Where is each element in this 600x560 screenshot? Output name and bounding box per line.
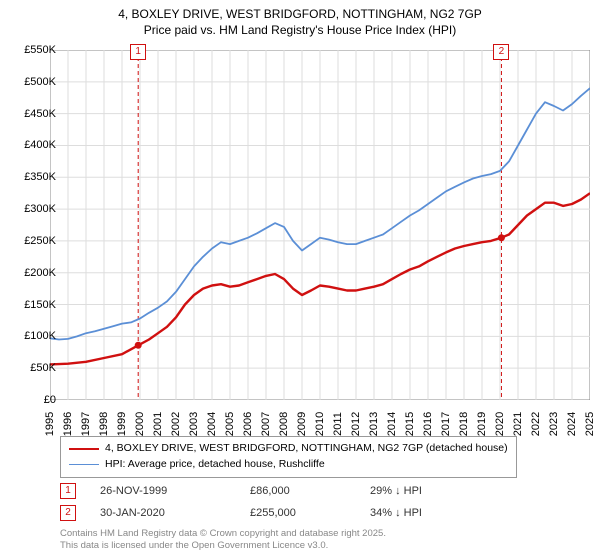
legend-swatch-price-paid	[69, 448, 99, 450]
footnote-pct-2: 34% ↓ HPI	[370, 507, 490, 519]
chart-container: 4, BOXLEY DRIVE, WEST BRIDGFORD, NOTTING…	[0, 0, 600, 560]
credits: Contains HM Land Registry data © Crown c…	[60, 528, 386, 553]
x-tick-label: 2002	[170, 412, 182, 436]
footnote-pct-1: 29% ↓ HPI	[370, 485, 490, 497]
x-tick-label: 2023	[548, 412, 560, 436]
x-tick-label: 1995	[44, 412, 56, 436]
chart-marker-2: 2	[493, 44, 509, 60]
x-tick-label: 2005	[224, 412, 236, 436]
x-tick-label: 2019	[476, 412, 488, 436]
x-tick-label: 1997	[80, 412, 92, 436]
footnote-marker-1: 1	[60, 483, 76, 499]
y-tick-label: £550K	[24, 44, 56, 56]
legend-swatch-hpi	[69, 464, 99, 465]
credits-line-2: This data is licensed under the Open Gov…	[60, 540, 386, 552]
x-tick-label: 1998	[98, 412, 110, 436]
title-line-2: Price paid vs. HM Land Registry's House …	[0, 22, 600, 38]
credits-line-1: Contains HM Land Registry data © Crown c…	[60, 528, 386, 540]
x-tick-label: 2006	[242, 412, 254, 436]
footnote-date-2: 30-JAN-2020	[100, 507, 250, 519]
legend-row-price-paid: 4, BOXLEY DRIVE, WEST BRIDGFORD, NOTTING…	[69, 441, 508, 457]
footnote-row-1: 1 26-NOV-1999 £86,000 29% ↓ HPI	[60, 480, 490, 502]
chart-svg	[50, 50, 590, 400]
footnote-marker-2: 2	[60, 505, 76, 521]
x-tick-label: 2003	[188, 412, 200, 436]
legend-row-hpi: HPI: Average price, detached house, Rush…	[69, 457, 508, 473]
footnotes: 1 26-NOV-1999 £86,000 29% ↓ HPI 2 30-JAN…	[60, 480, 490, 524]
x-tick-label: 2007	[260, 412, 272, 436]
x-tick-label: 2021	[512, 412, 524, 436]
y-tick-label: £300K	[24, 203, 56, 215]
x-tick-label: 2015	[404, 412, 416, 436]
chart-area	[50, 50, 590, 400]
x-tick-label: 2000	[134, 412, 146, 436]
x-tick-label: 2014	[386, 412, 398, 436]
x-tick-label: 2008	[278, 412, 290, 436]
title-line-1: 4, BOXLEY DRIVE, WEST BRIDGFORD, NOTTING…	[0, 6, 600, 22]
x-tick-label: 1996	[62, 412, 74, 436]
x-tick-label: 2012	[350, 412, 362, 436]
legend-label-price-paid: 4, BOXLEY DRIVE, WEST BRIDGFORD, NOTTING…	[105, 441, 508, 457]
y-tick-label: £50K	[30, 362, 56, 374]
x-tick-label: 1999	[116, 412, 128, 436]
footnote-price-1: £86,000	[250, 485, 370, 497]
x-tick-label: 2004	[206, 412, 218, 436]
x-tick-label: 2010	[314, 412, 326, 436]
x-tick-label: 2013	[368, 412, 380, 436]
chart-marker-1: 1	[130, 44, 146, 60]
y-tick-label: £250K	[24, 235, 56, 247]
legend: 4, BOXLEY DRIVE, WEST BRIDGFORD, NOTTING…	[60, 436, 517, 478]
title-block: 4, BOXLEY DRIVE, WEST BRIDGFORD, NOTTING…	[0, 0, 600, 38]
x-tick-label: 2020	[494, 412, 506, 436]
x-tick-label: 2011	[332, 412, 344, 436]
y-tick-label: £200K	[24, 267, 56, 279]
footnote-price-2: £255,000	[250, 507, 370, 519]
legend-label-hpi: HPI: Average price, detached house, Rush…	[105, 457, 325, 473]
y-tick-label: £100K	[24, 330, 56, 342]
x-tick-label: 2018	[458, 412, 470, 436]
y-tick-label: £400K	[24, 139, 56, 151]
x-tick-label: 2024	[566, 412, 578, 436]
footnote-date-1: 26-NOV-1999	[100, 485, 250, 497]
x-tick-label: 2009	[296, 412, 308, 436]
footnote-row-2: 2 30-JAN-2020 £255,000 34% ↓ HPI	[60, 502, 490, 524]
x-tick-label: 2025	[584, 412, 596, 436]
y-tick-label: £350K	[24, 171, 56, 183]
x-tick-label: 2022	[530, 412, 542, 436]
y-tick-label: £0	[44, 394, 56, 406]
x-tick-label: 2016	[422, 412, 434, 436]
x-tick-label: 2017	[440, 412, 452, 436]
y-tick-label: £450K	[24, 108, 56, 120]
y-tick-label: £500K	[24, 76, 56, 88]
x-tick-label: 2001	[152, 412, 164, 436]
y-tick-label: £150K	[24, 299, 56, 311]
